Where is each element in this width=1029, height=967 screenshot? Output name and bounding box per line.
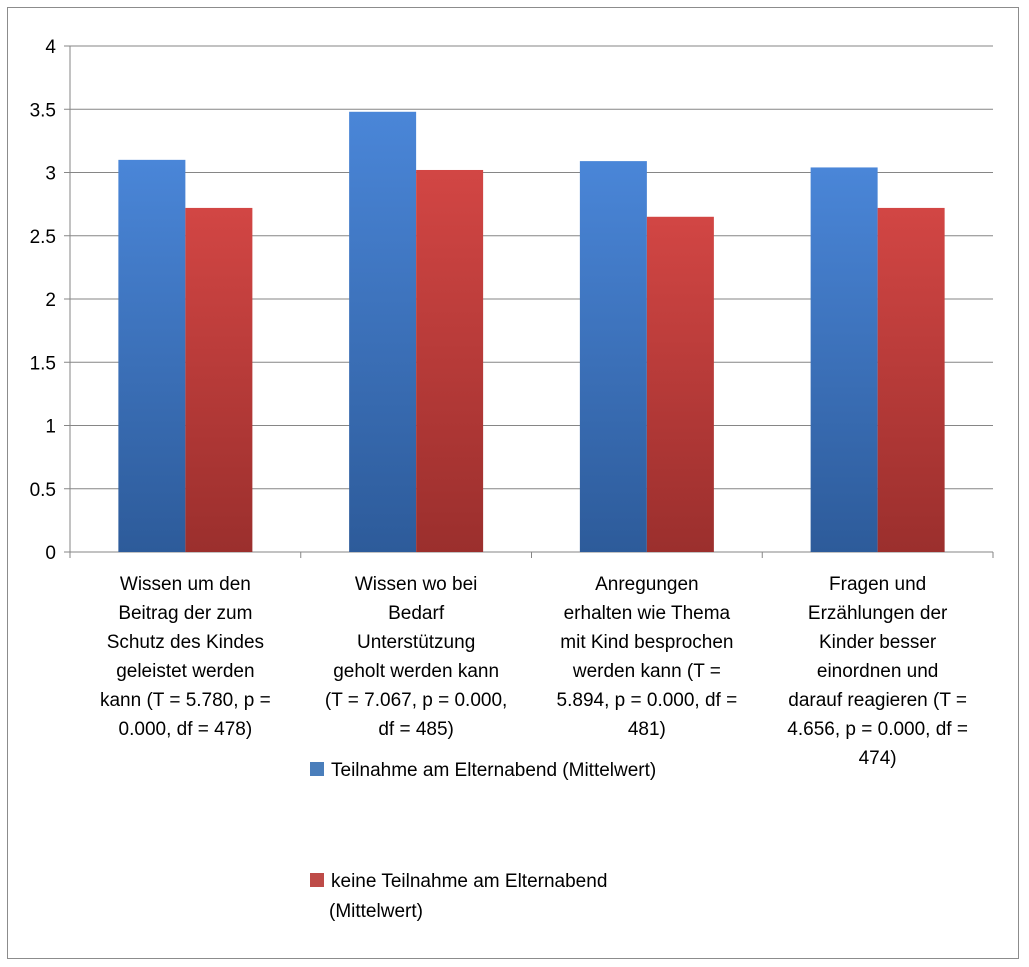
category-label: Wissen um den Beitrag der zum Schutz des K…	[100, 574, 271, 740]
y-tick-label: 2	[45, 290, 56, 311]
y-tick-label: 0	[45, 543, 56, 564]
y-tick-label: 1	[45, 417, 56, 438]
y-tick-label: 0.5	[30, 480, 56, 501]
category-label: Anregungen erhalten wie Thema mit Kind bes…	[557, 574, 738, 740]
category-labels: Wissen um den Beitrag der zum Schutz des K…	[100, 574, 968, 769]
bar-keine-teilnahme	[646, 216, 714, 552]
y-tick-label: 4	[45, 37, 56, 58]
bar-teilnahme	[118, 159, 186, 552]
bar-teilnahme	[579, 161, 647, 553]
category-label: Wissen wo bei Bedarf Unterstützung geholt w…	[325, 574, 507, 740]
bar-teilnahme	[810, 167, 878, 552]
legend-label: Teilnahme am Elternabend (Mittelwert)	[331, 760, 656, 781]
legend-label: keine Teilnahme am Elternabend (Mittelwer…	[329, 871, 607, 922]
bar-keine-teilnahme	[185, 207, 253, 553]
legend-swatch	[310, 873, 324, 887]
bars	[118, 111, 945, 553]
y-tick-label: 2.5	[30, 227, 56, 248]
bar-teilnahme	[349, 111, 417, 552]
legend-swatch	[310, 762, 324, 776]
y-tick-label: 3	[45, 164, 56, 185]
bar-keine-teilnahme	[416, 169, 484, 552]
y-tick-label: 3.5	[30, 100, 56, 121]
y-tick-labels: 0 0.5 1 1.5 2 2.5 3 3.5 4	[30, 37, 57, 564]
legend: Teilnahme am Elternabend (Mittelwert) kei…	[310, 760, 656, 922]
bar-keine-teilnahme	[877, 207, 945, 553]
y-tick-label: 1.5	[30, 353, 56, 374]
category-label: Fragen und Erzählungen der Kinder besser ei…	[787, 574, 968, 769]
